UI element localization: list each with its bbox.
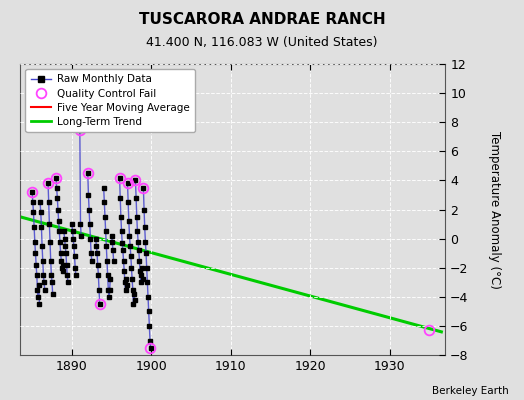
Text: 41.400 N, 116.083 W (United States): 41.400 N, 116.083 W (United States) (146, 36, 378, 49)
Text: Berkeley Earth: Berkeley Earth (432, 386, 508, 396)
Text: TUSCARORA ANDRAE RANCH: TUSCARORA ANDRAE RANCH (139, 12, 385, 27)
Y-axis label: Temperature Anomaly (°C): Temperature Anomaly (°C) (488, 131, 501, 288)
Legend: Raw Monthly Data, Quality Control Fail, Five Year Moving Average, Long-Term Tren: Raw Monthly Data, Quality Control Fail, … (26, 69, 194, 132)
